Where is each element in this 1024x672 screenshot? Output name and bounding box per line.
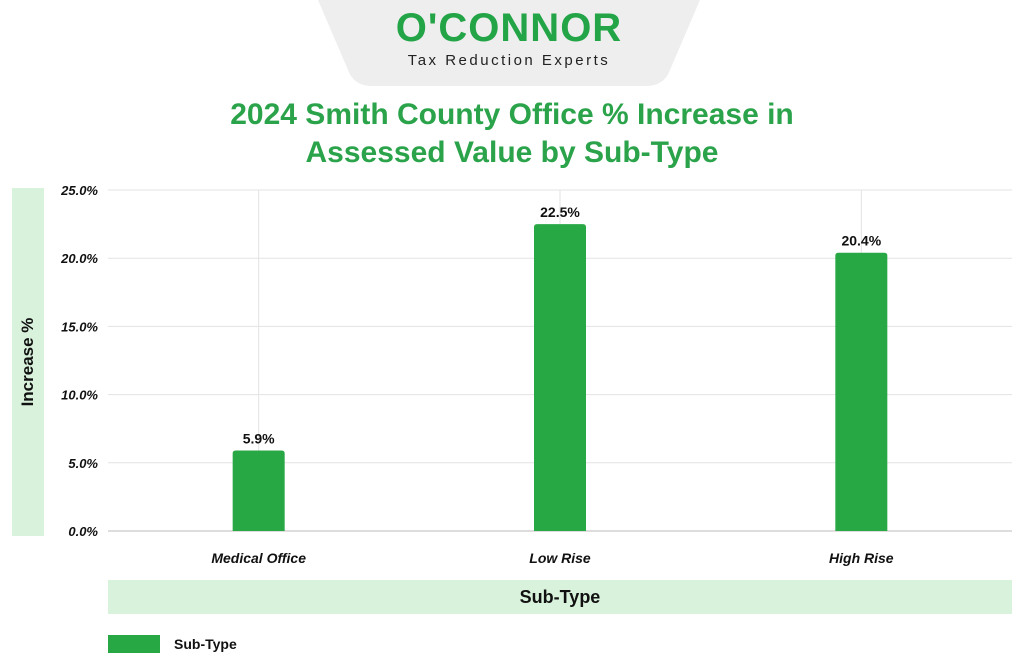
chart-title: 2024 Smith County Office % Increase in A… — [150, 96, 874, 172]
y-tick-label: 20.0% — [60, 251, 98, 266]
logo-tab-background — [318, 0, 700, 86]
x-tick-label: High Rise — [829, 550, 894, 566]
y-tick-label: 0.0% — [68, 524, 98, 539]
bar-value-label: 20.4% — [841, 233, 881, 249]
logo-brand: O'CONNOR — [395, 6, 623, 50]
legend-label: Sub-Type — [174, 636, 237, 652]
bar — [835, 252, 888, 531]
legend-swatch — [108, 635, 160, 653]
bar-value-label: 5.9% — [243, 431, 275, 447]
bar — [534, 224, 586, 531]
chart-title-line-2: Assessed Value by Sub-Type — [305, 136, 719, 169]
legend: Sub-Type — [108, 634, 237, 654]
y-tick-label: 10.0% — [61, 388, 98, 403]
y-tick-label: 15.0% — [61, 319, 98, 334]
x-tick-label: Medical Office — [211, 550, 306, 566]
chart-title-line-1: 2024 Smith County Office % Increase in — [230, 98, 794, 131]
bar-value-label: 22.5% — [540, 204, 580, 220]
y-tick-label: 5.0% — [68, 456, 98, 471]
y-tick-label: 25.0% — [60, 183, 98, 198]
x-axis-label: Sub-Type — [108, 580, 1012, 614]
bar — [232, 450, 285, 531]
logo-tagline: Tax Reduction Experts — [407, 52, 611, 69]
logo-tab: O'CONNOR Tax Reduction Experts — [318, 0, 700, 86]
x-tick-label: Low Rise — [529, 550, 591, 566]
y-axis-label-band — [12, 188, 44, 536]
